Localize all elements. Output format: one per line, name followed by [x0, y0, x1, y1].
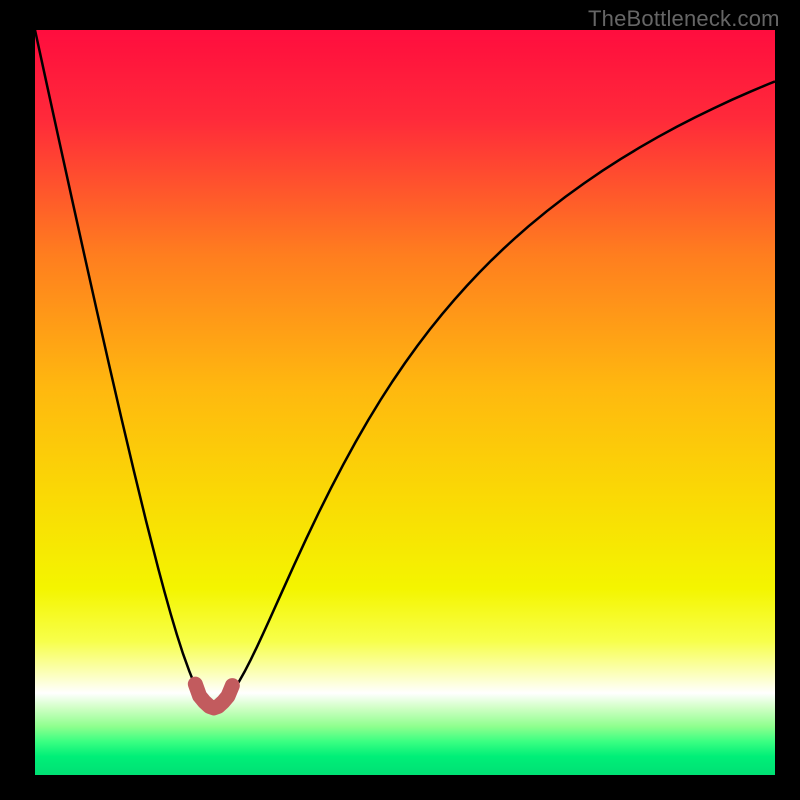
plot-background	[35, 30, 775, 775]
chart-svg	[0, 0, 800, 800]
chart-canvas: TheBottleneck.com	[0, 0, 800, 800]
